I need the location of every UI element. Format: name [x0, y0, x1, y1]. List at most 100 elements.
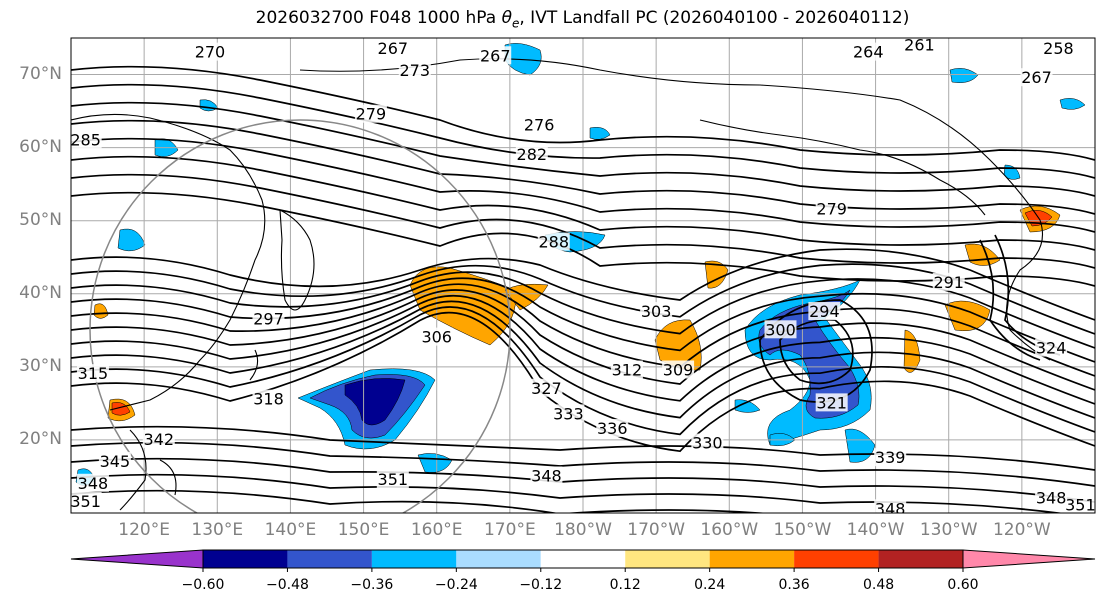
ivt-pc-region [344, 378, 406, 426]
contour-label: 300 [765, 320, 796, 339]
contour-label: 270 [195, 43, 226, 62]
contour-label: 261 [904, 35, 935, 54]
contour-label: 306 [421, 328, 452, 347]
contour-label-bg [479, 46, 512, 65]
contour-label: 279 [356, 105, 387, 124]
coastline [71, 113, 266, 411]
contour-label-bg [815, 393, 848, 412]
contour-label-bg [76, 473, 109, 492]
colorbar-tick-label: 0.12 [609, 577, 641, 593]
lat-tick-label: 40°N [19, 282, 62, 303]
contour-label: 279 [816, 200, 847, 219]
contour-label-bg [420, 327, 453, 346]
contour-label: 264 [853, 43, 884, 62]
figure-title: 2026032700 F048 1000 hPa θe, IVT Landfal… [255, 8, 910, 31]
theta-e-contour [71, 173, 1095, 269]
contour-label-bg [71, 492, 102, 511]
contour-label-bg [852, 42, 885, 61]
contour-label-bg [1035, 488, 1068, 507]
theta-e-contour [71, 277, 1095, 363]
contour-label: 258 [1043, 39, 1074, 58]
contour-label: 336 [597, 419, 628, 438]
contour-label-bg [808, 302, 841, 321]
contour-label-bg [903, 38, 936, 54]
contour-label-bg [142, 429, 175, 448]
theta-e-contours [71, 65, 1095, 513]
theta-e-contour [71, 101, 1095, 197]
contour-label-bg [764, 320, 797, 339]
contour-label-bg [193, 42, 226, 61]
contour-label: 309 [663, 361, 694, 380]
colorbar-tick-label: 0.60 [947, 577, 979, 593]
contour-label-bg [640, 302, 673, 321]
theta-e-contour [71, 83, 1095, 179]
contour-label-bg [354, 104, 387, 123]
lat-tick-label: 50°N [19, 209, 62, 230]
lat-tick-label: 20°N [19, 428, 62, 449]
colorbar-tick-label: −0.24 [434, 577, 478, 593]
contour-label-bg [537, 232, 570, 251]
lon-tick-label: 150°W [773, 520, 832, 540]
lat-tick-label: 70°N [19, 63, 62, 84]
colorbar-segment [878, 550, 963, 568]
contour-label: 276 [524, 116, 555, 135]
colorbar-extend-high [962, 549, 1096, 569]
colorbar-segment [709, 550, 795, 568]
contour-label: 345 [100, 452, 131, 471]
coastline [279, 209, 315, 311]
contour-labels: 270 267 267 264 261 258 273 267 285 276 282 279 279 2… [70, 35, 1095, 513]
contour-label: 297 [253, 309, 284, 328]
contour-label-bg [932, 272, 965, 291]
contour-label-bg [530, 466, 563, 485]
colorbar-tick-label: 0.48 [862, 577, 895, 593]
contour-label: 273 [399, 61, 430, 80]
ivt-pc-region [734, 399, 761, 413]
contour-label-bg [376, 38, 409, 57]
lon-tick-label: 170°E [483, 520, 536, 540]
theta-e-contour [71, 294, 1095, 405]
contour-label: 315 [78, 364, 109, 383]
contour-label-bg [691, 433, 724, 452]
contour-label-bg [596, 418, 629, 437]
contour-label: 351 [378, 470, 409, 489]
contour-label: 288 [538, 233, 569, 252]
coastline [249, 349, 259, 381]
coastlines [71, 58, 1051, 511]
contour-label-bg [523, 115, 556, 134]
contour-label: 342 [143, 430, 174, 449]
contour-label-bg [1035, 338, 1068, 357]
lon-tick-label: 130°E [191, 520, 244, 540]
contour-label-bg [610, 360, 643, 379]
contour-label: 312 [612, 361, 643, 380]
colorbar-segment [456, 550, 541, 568]
contour-label: 285 [70, 130, 101, 149]
theta-e-contour [71, 441, 1095, 487]
colorbar-segment [540, 550, 626, 568]
ivt-pc-region [1059, 98, 1086, 110]
ivt-pc-region [589, 127, 611, 140]
contour-label-bg [1042, 38, 1075, 57]
contour-label: 327 [531, 379, 562, 398]
contour-label-bg [252, 309, 285, 328]
colorbar-tick-label: 0.24 [694, 577, 726, 593]
contour-label: 267 [1021, 68, 1052, 87]
contour-label: 318 [253, 390, 284, 409]
lon-tick-label: 140°E [264, 520, 317, 540]
theta-e-contour [779, 319, 854, 385]
theta-e-contour [71, 473, 1065, 513]
contour-label-bg [376, 470, 409, 489]
colorbar-tick-label: −0.36 [350, 577, 394, 593]
contour-label-bg [815, 199, 848, 218]
theta-e-contour [71, 283, 1095, 377]
colorbar-tick-label: −0.60 [181, 577, 225, 593]
contour-label: 294 [809, 302, 840, 321]
contour-label-bg [1064, 495, 1095, 513]
colorbar-tick-label: 0.36 [778, 577, 810, 593]
theta-e-contour [71, 300, 1095, 419]
contour-label-bg [874, 448, 907, 467]
contour-label: 321 [816, 393, 847, 412]
contour-label: 267 [378, 39, 409, 58]
lon-tick-label: 140°W [846, 520, 905, 540]
lon-tick-label: 120°E [118, 520, 170, 540]
theta-e-contour [71, 306, 1095, 436]
